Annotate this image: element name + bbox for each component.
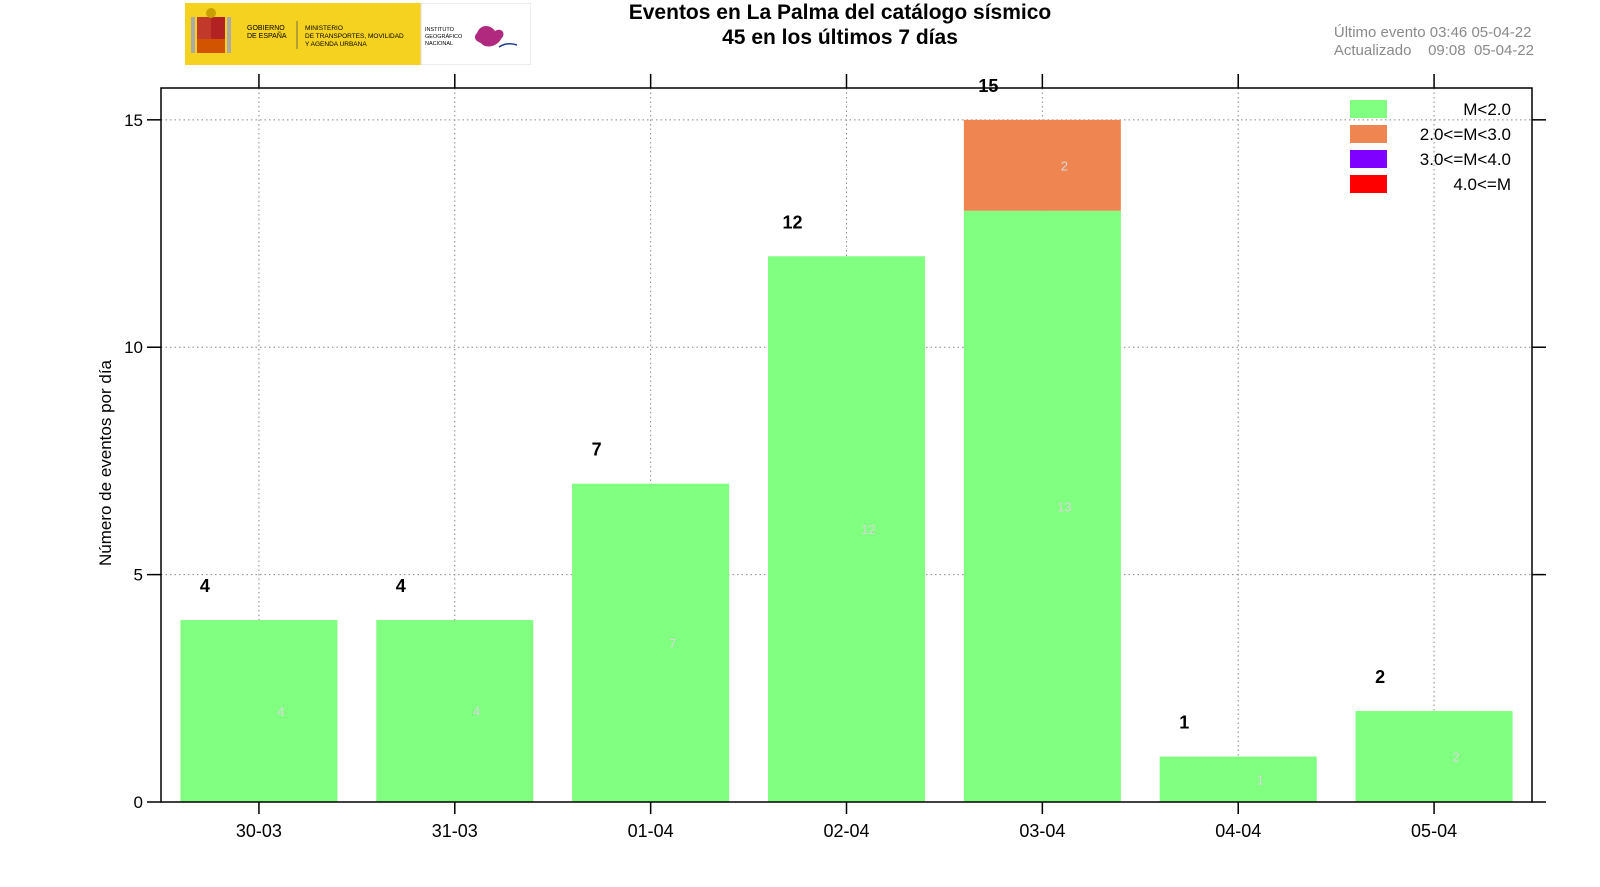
legend-label: 3.0<=M<4.0 [1420,150,1511,169]
legend-label: 2.0<=M<3.0 [1420,125,1511,144]
legend-label: 4.0<=M [1453,175,1511,194]
y-axis-label: Número de eventos por día [96,359,115,566]
bar-segment [768,256,925,802]
logo-ministerio-l3: Y AGENDA URBANA [305,41,367,48]
coat-of-arms-icon [191,8,231,53]
x-tick-label: 05-04 [1411,821,1457,841]
y-tick-label: 10 [124,338,143,357]
bar-segment [376,620,534,802]
legend-swatch [1350,150,1387,168]
bars [180,119,1513,803]
bar-segment-label: 1 [1257,772,1264,787]
bar-segment-label: 4 [277,704,284,719]
legend: M<2.0 2.0<=M<3.0 3.0<=M<4.0 4.0<=M [1350,100,1511,194]
y-tick-label: 15 [124,111,143,130]
bar-segment-label: 13 [1057,499,1071,514]
bar-total-label: 12 [782,212,802,232]
bar-segment-label: 2 [1061,158,1068,173]
y-tick-label: 0 [134,793,143,812]
x-tick-label: 02-04 [823,821,869,841]
axes: 30-03 31-03 01-04 02-04 03-04 04-04 05-04 0 5 10 1… [96,74,1546,841]
chart-subtitle: 45 en los últimos 7 días [722,26,958,49]
bar-segment [963,119,1121,211]
bar-total-label: 15 [978,76,998,96]
x-tick-label: 03-04 [1019,821,1065,841]
bar-segment [1355,711,1513,802]
legend-swatch [1350,125,1387,143]
bar-total-label: 1 [1179,713,1189,733]
bar-segment-label: 4 [473,704,480,719]
bar-segment-label: 7 [669,636,676,651]
ign-map-icon [474,26,504,47]
bar-total-label: 4 [396,576,406,596]
legend-swatch [1350,175,1387,193]
logo-ign-l1: INSTITUTO [425,27,455,33]
x-tick-label: 04-04 [1215,821,1261,841]
bar-segment-label: 2 [1452,750,1459,765]
chart-title-block: Eventos en La Palma del catálogo sísmico… [520,0,1160,50]
bar-total-label: 4 [200,576,210,596]
x-tick-label: 31-03 [432,821,478,841]
x-tick-label: 01-04 [628,821,674,841]
logo-gobierno-l2: DE ESPAÑA [247,31,287,40]
last-event-text: Último evento 03:46 05-04-22 [1333,24,1532,41]
logo-ign-l2: GEOGRÁFICO [425,33,463,40]
logo-ministerio-l2: DE TRANSPORTES, MOVILIDAD [305,33,404,40]
legend-label: M<2.0 [1463,100,1511,119]
chart-title: Eventos en La Palma del catálogo sísmico [628,1,1052,24]
x-tick-label: 30-03 [236,821,282,841]
bar-segment [572,483,730,802]
bar-total-label: 2 [1375,667,1385,687]
bar-segment [963,210,1121,803]
bar-total-label: 7 [592,440,602,460]
bar-segment-label: 12 [861,522,875,537]
logo-gobierno-l1: GOBIERNO [247,25,285,32]
logo-ign-panel [420,3,531,65]
logo-ign-l3: NACIONAL [425,41,453,47]
logo-ministerio-l1: MINISTERIO [305,25,343,32]
gobierno-ign-logo: GOBIERNO DE ESPAÑA MINISTERIO DE TRANSPO… [185,3,531,65]
update-info: Último evento 03:46 05-04-22 Actualizado … [1334,24,1534,60]
legend-swatch [1350,100,1387,118]
bar-segment [180,620,338,802]
bar-segment [1159,756,1317,802]
ign-swoosh-icon [498,42,518,48]
updated-text: Actualizado 09:08 05-04-22 [1333,42,1534,59]
y-tick-label: 5 [134,566,143,585]
